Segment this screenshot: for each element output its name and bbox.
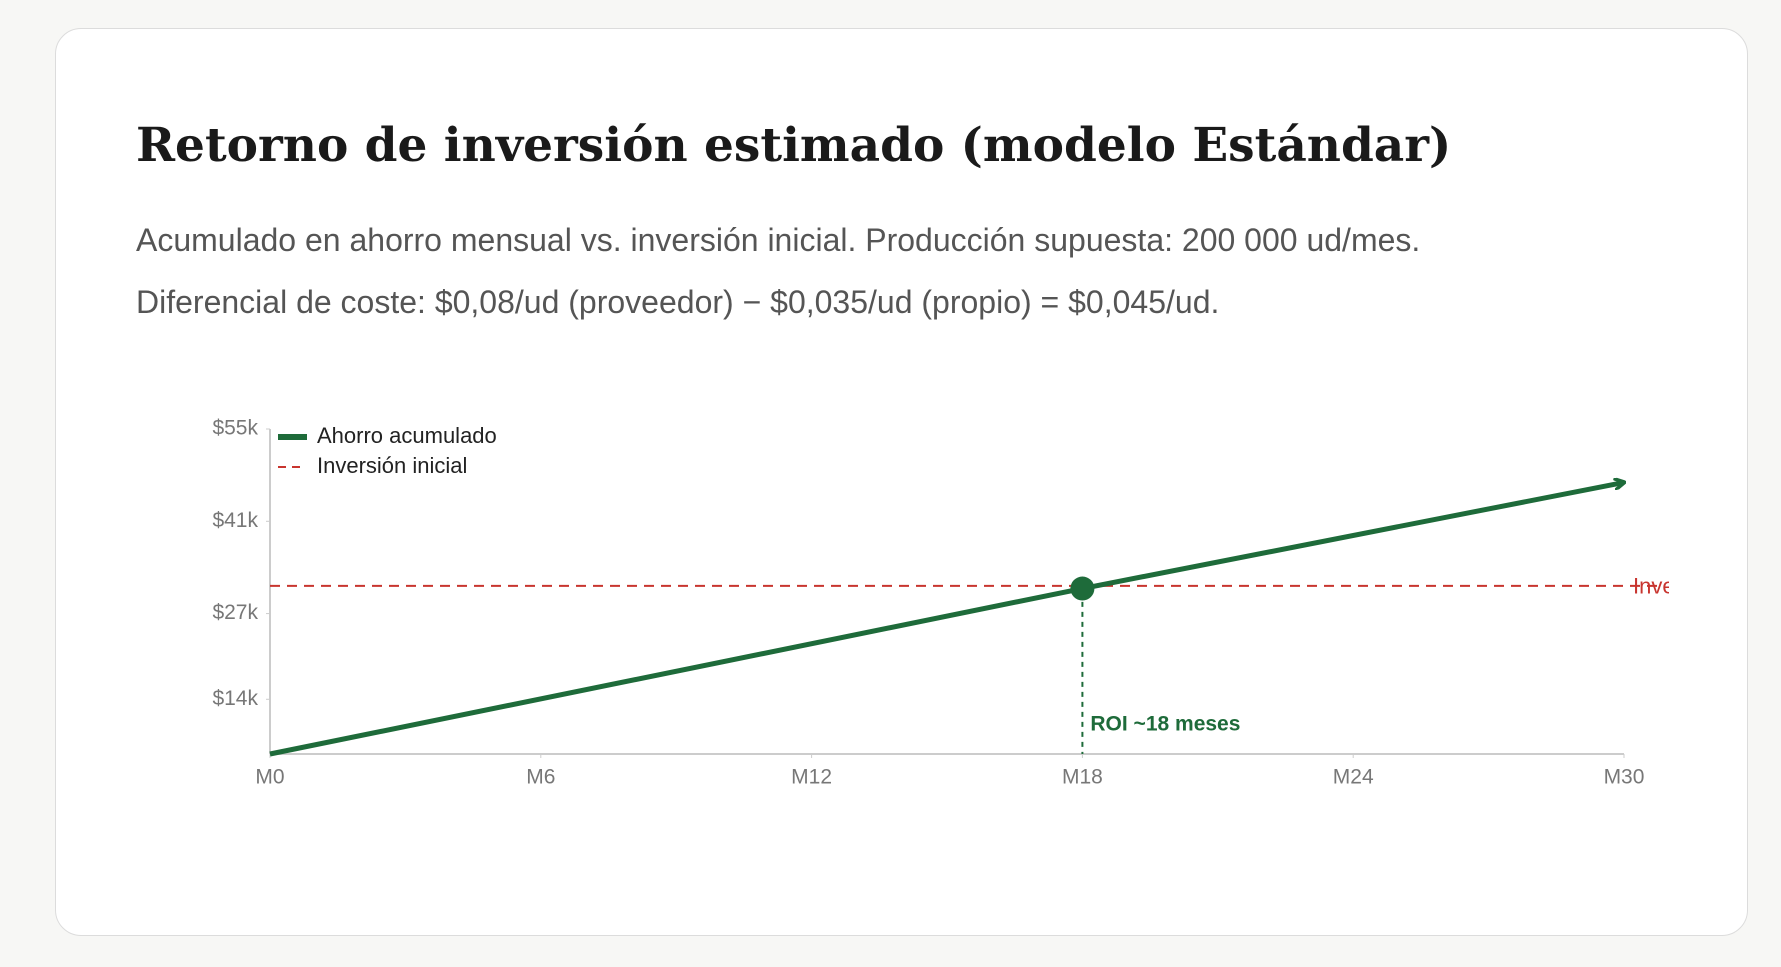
series-line	[269, 482, 1624, 757]
x-tick-label: M0	[255, 766, 284, 789]
y-tick-label: $41k	[212, 509, 258, 532]
title: Retorno de inversión estimado (modelo Es…	[136, 118, 1452, 173]
x-tick-label: M30	[1604, 766, 1645, 789]
x-tick-label: M12	[791, 766, 832, 789]
y-tick-label: $55k	[212, 417, 258, 440]
y-tick-label: $27k	[212, 601, 258, 624]
subtitle: Acumulado en ahorro mensual vs. inversió…	[136, 222, 1421, 258]
roi-point	[1070, 576, 1095, 601]
card	[55, 28, 1748, 936]
annotation-label: ROI ~18 meses	[1090, 713, 1240, 736]
legend-label: Ahorro acumulado	[317, 423, 497, 448]
x-tick-label: M24	[1333, 766, 1374, 789]
y-tick-label: $14k	[212, 687, 258, 710]
subtitle: Diferencial de coste: $0,08/ud (proveedo…	[136, 284, 1220, 320]
legend-label: Inversión inicial	[317, 453, 467, 478]
x-tick-label: M6	[526, 766, 555, 789]
x-tick-label: M18	[1062, 766, 1103, 789]
reference-label: Inversión inicial	[1633, 574, 1781, 599]
